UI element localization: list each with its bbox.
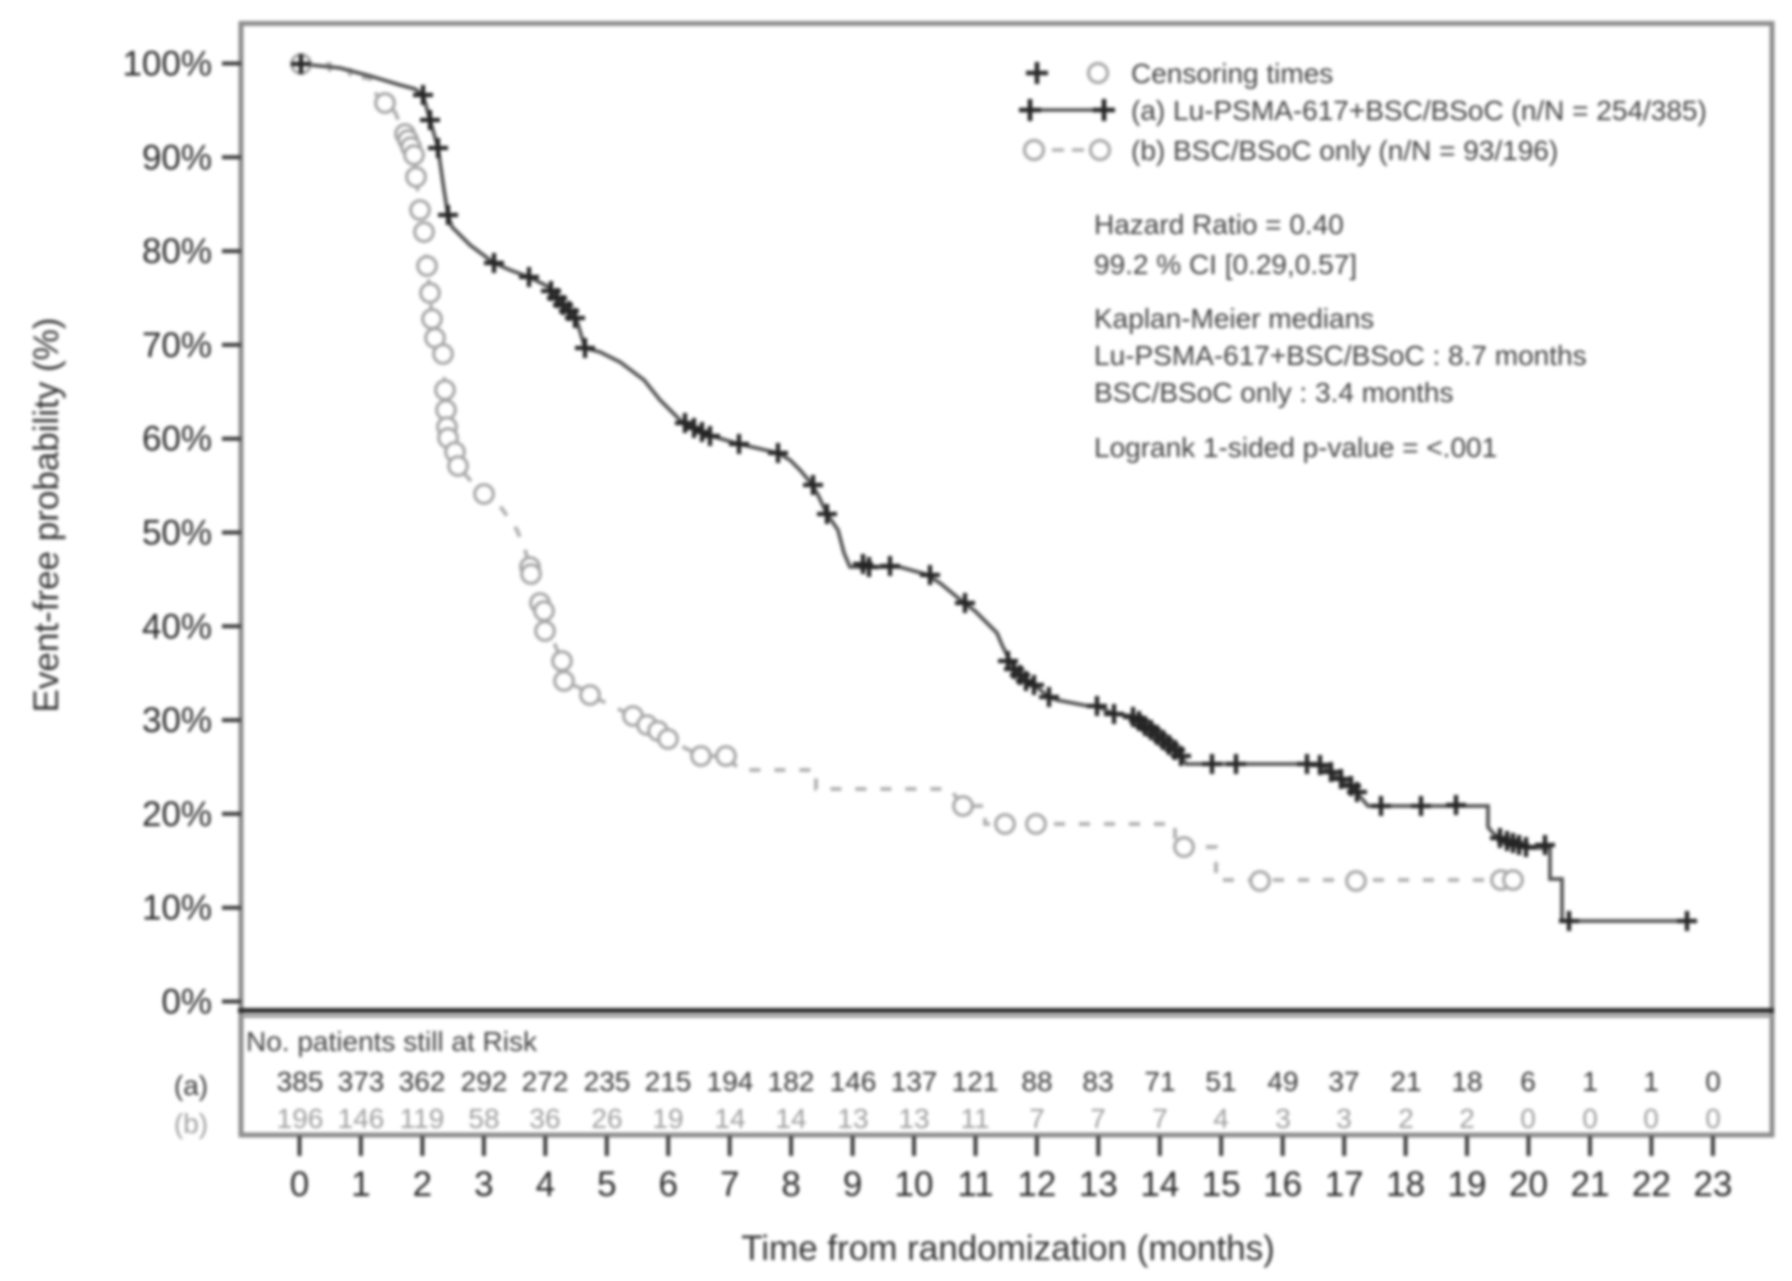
svg-text:19: 19 [652, 1103, 683, 1134]
svg-text:1: 1 [1643, 1066, 1659, 1097]
svg-text:272: 272 [522, 1066, 569, 1097]
svg-text:215: 215 [645, 1066, 692, 1097]
svg-text:99.2 % CI [0.29,0.57]: 99.2 % CI [0.29,0.57] [1094, 249, 1357, 280]
svg-text:19: 19 [1448, 1165, 1487, 1204]
svg-text:0: 0 [1705, 1103, 1721, 1134]
svg-text:7: 7 [1090, 1103, 1106, 1134]
svg-text:1: 1 [1582, 1066, 1598, 1097]
svg-text:18: 18 [1386, 1165, 1425, 1204]
svg-text:362: 362 [399, 1066, 446, 1097]
svg-text:Logrank 1-sided p-value = <.00: Logrank 1-sided p-value = <.001 [1094, 432, 1497, 463]
svg-text:137: 137 [891, 1066, 938, 1097]
svg-text:11: 11 [960, 1103, 989, 1134]
svg-text:22: 22 [1632, 1165, 1671, 1204]
svg-text:50%: 50% [142, 514, 212, 553]
svg-text:88: 88 [1021, 1066, 1052, 1097]
svg-text:100%: 100% [122, 45, 212, 84]
svg-text:20: 20 [1509, 1165, 1548, 1204]
svg-text:40%: 40% [142, 607, 212, 646]
svg-text:2: 2 [413, 1165, 432, 1204]
svg-text:Kaplan-Meier medians: Kaplan-Meier medians [1094, 303, 1374, 334]
svg-text:8: 8 [781, 1165, 800, 1204]
svg-text:Lu-PSMA-617+BSC/BSoC : 8.7 mon: Lu-PSMA-617+BSC/BSoC : 8.7 months [1094, 340, 1587, 371]
svg-text:6: 6 [658, 1165, 677, 1204]
svg-text:17: 17 [1325, 1165, 1364, 1204]
svg-text:0%: 0% [161, 983, 212, 1022]
svg-text:14: 14 [714, 1103, 745, 1134]
svg-text:3: 3 [474, 1165, 493, 1204]
svg-text:13: 13 [1079, 1165, 1118, 1204]
svg-text:20%: 20% [142, 795, 212, 834]
svg-text:60%: 60% [142, 420, 212, 459]
svg-text:10%: 10% [142, 889, 212, 928]
svg-text:90%: 90% [142, 138, 212, 177]
svg-text:58: 58 [468, 1103, 499, 1134]
svg-text:292: 292 [461, 1066, 508, 1097]
svg-text:182: 182 [768, 1066, 815, 1097]
svg-text:80%: 80% [142, 232, 212, 271]
svg-text:13: 13 [837, 1103, 868, 1134]
svg-text:194: 194 [707, 1066, 754, 1097]
svg-text:7: 7 [1029, 1103, 1045, 1134]
svg-text:10: 10 [895, 1165, 934, 1204]
svg-text:0: 0 [1643, 1103, 1659, 1134]
svg-text:70%: 70% [142, 326, 212, 365]
svg-text:83: 83 [1082, 1066, 1113, 1097]
svg-text:2: 2 [1398, 1103, 1414, 1134]
svg-text:0: 0 [1520, 1103, 1536, 1134]
svg-text:385: 385 [277, 1066, 324, 1097]
svg-text:12: 12 [1017, 1165, 1056, 1204]
svg-text:18: 18 [1451, 1066, 1482, 1097]
svg-text:23: 23 [1693, 1165, 1732, 1204]
svg-text:15: 15 [1202, 1165, 1241, 1204]
svg-text:21: 21 [1571, 1165, 1610, 1204]
svg-text:3: 3 [1275, 1103, 1291, 1134]
svg-text:146: 146 [830, 1066, 877, 1097]
svg-text:16: 16 [1263, 1165, 1302, 1204]
svg-text:36: 36 [529, 1103, 560, 1134]
svg-text:Time from randomization (month: Time from randomization (months) [741, 1229, 1275, 1268]
svg-text:3: 3 [1336, 1103, 1352, 1134]
svg-text:14: 14 [1140, 1165, 1179, 1204]
svg-text:7: 7 [720, 1165, 739, 1204]
svg-text:0: 0 [290, 1165, 309, 1204]
svg-text:7: 7 [1152, 1103, 1168, 1134]
svg-text:6: 6 [1520, 1066, 1536, 1097]
svg-text:(a): (a) [174, 1070, 208, 1101]
svg-text:121: 121 [952, 1066, 999, 1097]
svg-text:11: 11 [957, 1165, 993, 1204]
svg-text:(b): (b) [174, 1108, 208, 1139]
svg-text:373: 373 [338, 1066, 385, 1097]
svg-text:0: 0 [1582, 1103, 1598, 1134]
svg-text:(a) Lu-PSMA-617+BSC/BSoC (n/N: (a) Lu-PSMA-617+BSC/BSoC (n/N = 254/385) [1131, 95, 1707, 126]
svg-text:26: 26 [591, 1103, 622, 1134]
svg-text:235: 235 [584, 1066, 631, 1097]
svg-text:Hazard Ratio = 0.40: Hazard Ratio = 0.40 [1094, 209, 1344, 240]
svg-text:No. patients still at Risk: No. patients still at Risk [246, 1026, 538, 1057]
svg-text:Event-free probability (%): Event-free probability (%) [27, 318, 66, 713]
svg-text:196: 196 [277, 1103, 324, 1134]
svg-text:0: 0 [1705, 1066, 1721, 1097]
svg-text:4: 4 [536, 1165, 555, 1204]
svg-text:BSC/BSoC only : 3.4 months: BSC/BSoC only : 3.4 months [1094, 377, 1454, 408]
svg-text:5: 5 [597, 1165, 616, 1204]
svg-text:(b) BSC/BSoC only (n/N = 93/19: (b) BSC/BSoC only (n/N = 93/196) [1131, 135, 1558, 166]
svg-text:37: 37 [1328, 1066, 1359, 1097]
svg-text:14: 14 [775, 1103, 806, 1134]
svg-text:1: 1 [351, 1165, 370, 1204]
svg-text:146: 146 [338, 1103, 385, 1134]
svg-text:119: 119 [400, 1103, 445, 1134]
svg-text:9: 9 [843, 1165, 862, 1204]
svg-text:51: 51 [1205, 1066, 1236, 1097]
svg-text:49: 49 [1267, 1066, 1298, 1097]
svg-text:71: 71 [1144, 1066, 1175, 1097]
svg-text:21: 21 [1390, 1066, 1421, 1097]
svg-text:4: 4 [1213, 1103, 1229, 1134]
svg-text:30%: 30% [142, 701, 212, 740]
svg-text:13: 13 [898, 1103, 929, 1134]
svg-text:Censoring times: Censoring times [1131, 58, 1333, 89]
svg-text:2: 2 [1459, 1103, 1475, 1134]
